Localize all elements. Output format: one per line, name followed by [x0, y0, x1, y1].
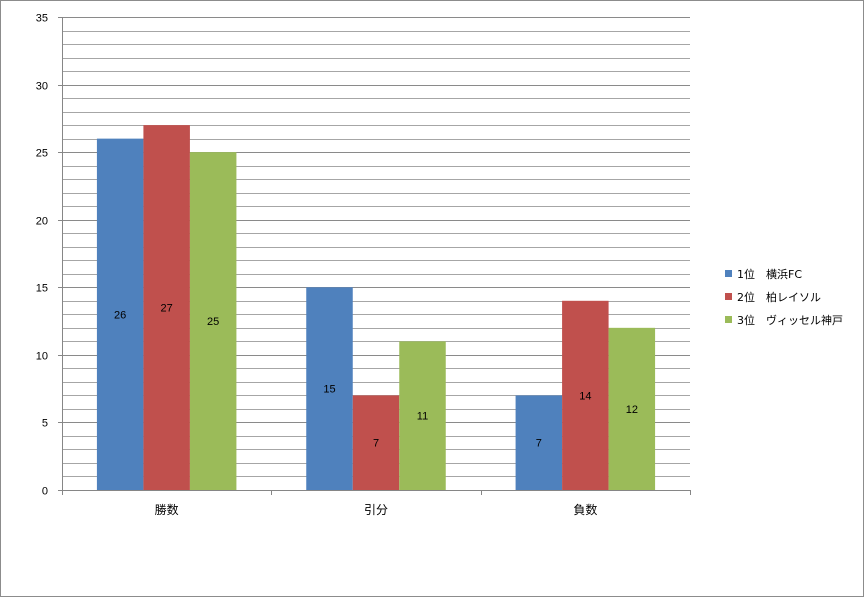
bar [306, 287, 353, 490]
axes [58, 17, 691, 495]
bar [96, 138, 144, 490]
y-tick-label: 30 [36, 81, 48, 93]
bar [608, 327, 656, 490]
legend-item: 1位 横浜FC [725, 262, 843, 285]
bars [96, 125, 656, 490]
legend: 1位 横浜FC 2位 柏レイソル 3位 ヴィッセル神戸 [725, 262, 843, 331]
data-label: 27 [161, 303, 173, 315]
x-tick-labels: 勝数 引分 負数 [155, 502, 598, 517]
data-label: 7 [373, 438, 379, 450]
y-tick-label: 5 [42, 418, 48, 430]
data-label: 7 [536, 438, 542, 450]
legend-swatch [725, 270, 732, 277]
y-tick-label: 25 [36, 148, 48, 160]
data-labels: 26 27 25 15 7 11 7 14 12 [114, 303, 638, 450]
legend-item: 3位 ヴィッセル神戸 [725, 308, 843, 331]
y-tick-labels: 0 5 10 15 20 25 30 35 [36, 13, 48, 498]
data-label: 25 [207, 316, 219, 328]
y-tick-label: 15 [36, 283, 48, 295]
legend-swatch [725, 293, 732, 300]
bar [143, 125, 190, 490]
legend-label: 3位 ヴィッセル神戸 [737, 313, 843, 327]
x-tick-label: 引分 [364, 503, 388, 517]
legend-label: 1位 横浜FC [737, 267, 803, 281]
data-label: 12 [626, 404, 638, 416]
bar [189, 152, 237, 490]
x-tick-label: 負数 [573, 502, 597, 517]
bar [352, 395, 400, 490]
y-tick-label: 35 [36, 13, 48, 25]
y-tick-label: 0 [42, 486, 48, 498]
data-label: 15 [323, 384, 335, 396]
bar [399, 341, 446, 490]
data-label: 14 [579, 390, 591, 402]
x-tick-label: 勝数 [155, 502, 179, 517]
y-tick-label: 20 [36, 216, 48, 228]
legend-item: 2位 柏レイソル [725, 285, 843, 308]
y-tick-label: 10 [36, 351, 48, 363]
bar [515, 395, 563, 490]
bar [562, 300, 609, 490]
data-label: 26 [114, 309, 126, 321]
legend-swatch [725, 316, 732, 323]
data-label: 11 [417, 411, 428, 423]
legend-label: 2位 柏レイソル [737, 290, 821, 304]
